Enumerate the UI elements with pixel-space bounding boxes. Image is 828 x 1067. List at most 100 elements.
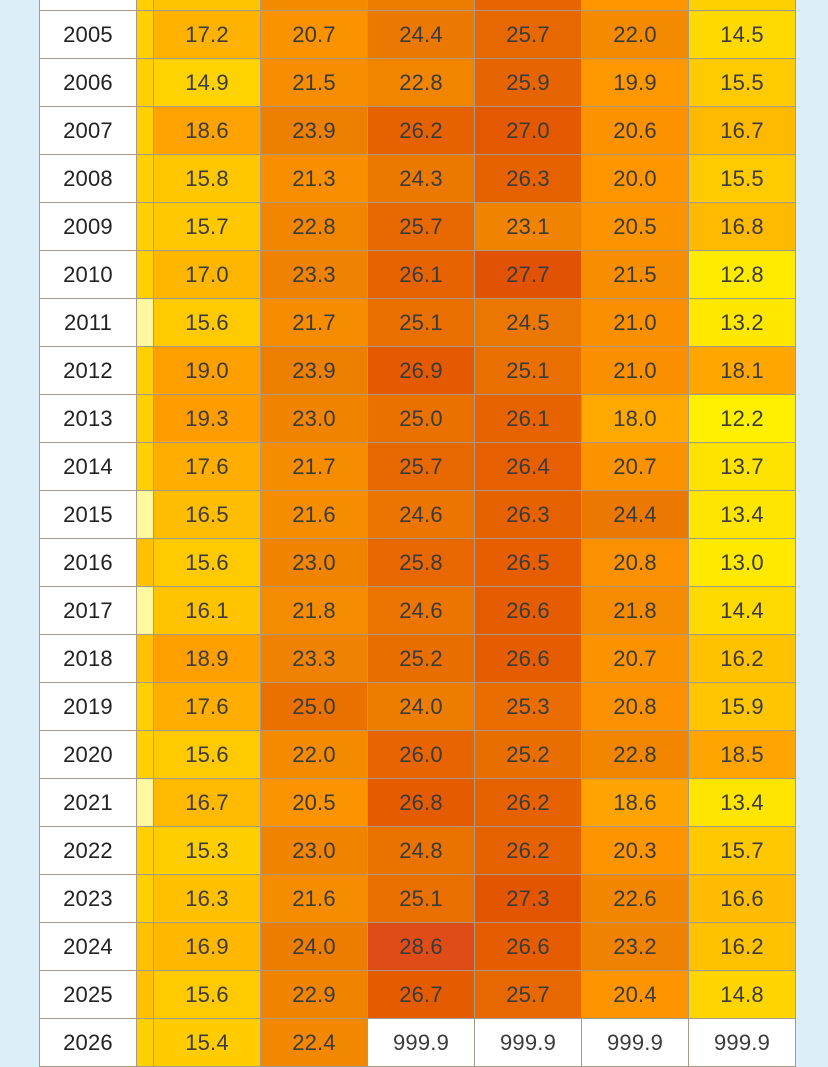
value-cell: 17.2 — [153, 10, 261, 59]
value-cell: 25.2 — [367, 634, 475, 683]
value-cell: 999.9 — [581, 1018, 689, 1067]
strip-cell — [136, 106, 154, 155]
strip-cell — [136, 58, 154, 107]
table-row-2015: 2015 16.5 21.6 24.6 26.3 24.4 13.4 — [39, 490, 796, 539]
value-cell: 27.7 — [474, 250, 582, 299]
value-cell: 16.2 — [688, 634, 796, 683]
value-cell: 13.0 — [688, 538, 796, 587]
value-cell: 16.5 — [153, 490, 261, 539]
value-cell: 17.6 — [153, 442, 261, 491]
value-cell: 15.3 — [153, 826, 261, 875]
value-cell: 26.6 — [474, 586, 582, 635]
year-cell: 2023 — [39, 874, 137, 923]
year-cell: 2024 — [39, 922, 137, 971]
value-cell: 13.4 — [688, 490, 796, 539]
value-cell: 18.0 — [581, 394, 689, 443]
value-cell: 18.9 — [153, 634, 261, 683]
strip-cell — [136, 778, 154, 827]
value-cell: 999.9 — [367, 1018, 475, 1067]
value-cell: 20.7 — [260, 10, 368, 59]
value-cell: 15.6 — [153, 298, 261, 347]
value-cell: 26.7 — [367, 970, 475, 1019]
value-cell: 24.0 — [260, 922, 368, 971]
year-cell: 2005 — [39, 10, 137, 59]
value-cell: 16.2 — [688, 922, 796, 971]
table-row-2013: 2013 19.3 23.0 25.0 26.1 18.0 12.2 — [39, 394, 796, 443]
value-cell: 20.6 — [581, 106, 689, 155]
value-cell: 25.3 — [474, 682, 582, 731]
value-cell: 21.0 — [581, 346, 689, 395]
value-cell: 21.8 — [581, 586, 689, 635]
strip-cell — [136, 394, 154, 443]
value-cell — [688, 0, 796, 11]
table-row-2017: 2017 16.1 21.8 24.6 26.6 21.8 14.4 — [39, 586, 796, 635]
value-cell: 18.6 — [153, 106, 261, 155]
value-cell: 25.7 — [367, 442, 475, 491]
value-cell: 18.5 — [688, 730, 796, 779]
strip-cell — [136, 1018, 154, 1067]
value-cell: 15.5 — [688, 58, 796, 107]
value-cell: 24.3 — [367, 154, 475, 203]
value-cell: 24.6 — [367, 490, 475, 539]
value-cell: 20.5 — [260, 778, 368, 827]
value-cell: 27.0 — [474, 106, 582, 155]
value-cell: 14.5 — [688, 10, 796, 59]
value-cell: 15.7 — [688, 826, 796, 875]
value-cell: 13.2 — [688, 298, 796, 347]
table-row-2026: 2026 15.4 22.4 999.9 999.9 999.9 999.9 — [39, 1018, 796, 1067]
value-cell: 26.5 — [474, 538, 582, 587]
value-cell: 20.0 — [581, 154, 689, 203]
value-cell: 24.0 — [367, 682, 475, 731]
value-cell: 16.3 — [153, 874, 261, 923]
value-cell: 17.6 — [153, 682, 261, 731]
value-cell — [260, 0, 368, 11]
value-cell — [153, 0, 261, 11]
value-cell: 22.8 — [581, 730, 689, 779]
year-cell: 2021 — [39, 778, 137, 827]
value-cell: 24.4 — [367, 10, 475, 59]
value-cell: 20.3 — [581, 826, 689, 875]
value-cell: 17.0 — [153, 250, 261, 299]
value-cell: 26.3 — [474, 490, 582, 539]
table-row-2012: 2012 19.0 23.9 26.9 25.1 21.0 18.1 — [39, 346, 796, 395]
value-cell: 19.9 — [581, 58, 689, 107]
strip-cell — [136, 586, 154, 635]
year-cell: 2009 — [39, 202, 137, 251]
value-cell: 21.0 — [581, 298, 689, 347]
value-cell: 12.8 — [688, 250, 796, 299]
strip-cell — [136, 730, 154, 779]
value-cell: 16.7 — [688, 106, 796, 155]
value-cell: 26.2 — [474, 778, 582, 827]
table-row-2008: 2008 15.8 21.3 24.3 26.3 20.0 15.5 — [39, 154, 796, 203]
value-cell: 23.9 — [260, 346, 368, 395]
strip-cell — [136, 634, 154, 683]
value-cell: 25.1 — [367, 874, 475, 923]
value-cell: 15.9 — [688, 682, 796, 731]
year-cell: 2010 — [39, 250, 137, 299]
strip-cell — [136, 154, 154, 203]
year-cell: 2026 — [39, 1018, 137, 1067]
value-cell: 21.5 — [581, 250, 689, 299]
value-cell: 23.3 — [260, 250, 368, 299]
value-cell — [581, 0, 689, 11]
value-cell: 13.4 — [688, 778, 796, 827]
value-cell: 19.0 — [153, 346, 261, 395]
year-cell: 2012 — [39, 346, 137, 395]
table-row-2010: 2010 17.0 23.3 26.1 27.7 21.5 12.8 — [39, 250, 796, 299]
value-cell: 999.9 — [474, 1018, 582, 1067]
value-cell — [474, 0, 582, 11]
value-cell: 21.5 — [260, 58, 368, 107]
table-row-2014: 2014 17.6 21.7 25.7 26.4 20.7 13.7 — [39, 442, 796, 491]
value-cell: 18.1 — [688, 346, 796, 395]
value-cell: 25.7 — [474, 10, 582, 59]
table-row-2025: 2025 15.6 22.9 26.7 25.7 20.4 14.8 — [39, 970, 796, 1019]
value-cell: 15.6 — [153, 970, 261, 1019]
value-cell: 26.9 — [367, 346, 475, 395]
value-cell: 23.1 — [474, 202, 582, 251]
value-cell: 21.6 — [260, 490, 368, 539]
strip-cell — [136, 682, 154, 731]
year-cell: 2013 — [39, 394, 137, 443]
value-cell: 26.4 — [474, 442, 582, 491]
table-row-2020: 2020 15.6 22.0 26.0 25.2 22.8 18.5 — [39, 730, 796, 779]
value-cell: 22.6 — [581, 874, 689, 923]
